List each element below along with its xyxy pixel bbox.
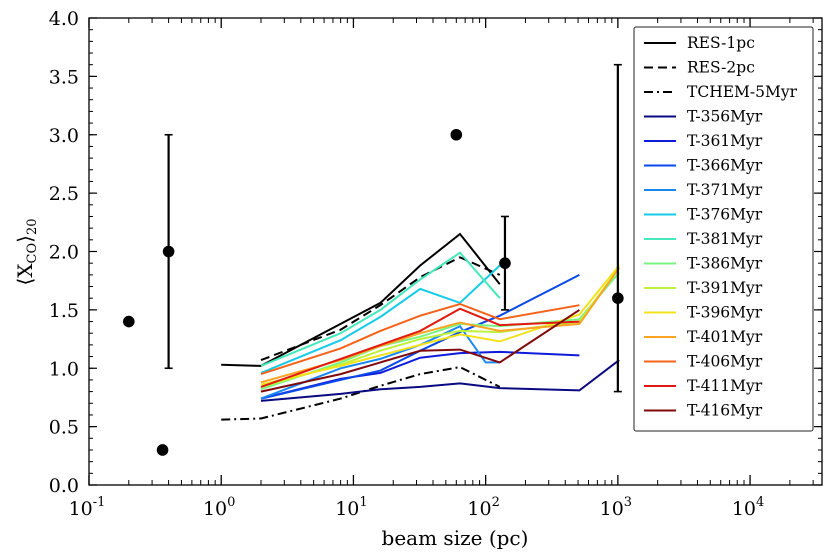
legend-label-tchem-5myr: TCHEM-5Myr: [687, 83, 798, 101]
y-tick-label: 1.0: [49, 358, 79, 380]
legend-label-t-401myr: T-401Myr: [687, 328, 763, 346]
legend-label-t-381myr: T-381Myr: [687, 230, 763, 248]
legend-label-res-1pc: RES-1pc: [687, 34, 755, 52]
legend-label-t-416myr: T-416Myr: [687, 402, 763, 420]
series-line-t-406myr: [260, 302, 580, 376]
y-tick-label: 3.0: [49, 125, 79, 147]
legend-label-t-411myr: T-411Myr: [687, 377, 763, 395]
series-line-t-391myr: [260, 267, 621, 388]
y-tick-label: 0.0: [49, 475, 79, 497]
x-axis-label: beam size (pc): [382, 526, 529, 550]
legend-label-t-396myr: T-396Myr: [687, 304, 763, 322]
legend: RES-1pc RES-2pc TCHEM-5Myr T-356Myr T-361Myr…: [633, 26, 814, 432]
data-point-2: [162, 245, 175, 258]
x-tick-label: 100: [203, 495, 235, 520]
series-line-t-416myr: [260, 309, 580, 393]
series-lines: [221, 232, 621, 421]
series-line-t-381myr: [260, 251, 501, 367]
y-tick-label: 4.0: [49, 8, 79, 30]
legend-label-t-366myr: T-366Myr: [687, 157, 763, 175]
data-point-4: [499, 257, 511, 269]
data-point-3: [450, 128, 463, 141]
data-point-5: [612, 292, 624, 305]
x-tick-label: 104: [732, 495, 764, 520]
data-point-0: [123, 315, 135, 328]
x-tick-label: 101: [335, 495, 367, 520]
x-tick-label: 10-1: [69, 495, 106, 520]
x-tick-label: 103: [600, 495, 632, 520]
series-line-t-361myr: [260, 350, 580, 400]
data-point-1: [156, 444, 169, 456]
series-line-t-411myr: [260, 307, 580, 388]
legend-label-res-2pc: RES-2pc: [687, 59, 755, 77]
y-tick-label: 0.5: [49, 417, 79, 439]
legend-label-t-391myr: T-391Myr: [687, 279, 763, 297]
legend-label-t-376myr: T-376Myr: [687, 206, 763, 224]
legend-label-t-356myr: T-356Myr: [687, 108, 763, 126]
series-line-tchem-5myr: [221, 366, 501, 421]
y-tick-label: 3.5: [49, 66, 79, 88]
y-tick-label: 2.0: [49, 242, 79, 264]
legend-label-t-386myr: T-386Myr: [687, 255, 763, 273]
series-line-t-376myr: [260, 264, 501, 374]
axis-ticks: [88, 17, 822, 486]
legend-label-t-406myr: T-406Myr: [687, 353, 763, 371]
x-tick-label: 102: [467, 495, 499, 520]
legend-label-t-371myr: T-371Myr: [687, 181, 763, 199]
y-tick-label: 1.5: [49, 300, 79, 322]
series-line-t-401myr: [260, 267, 621, 384]
tick-labels: 0.0 0.5 1.0 1.5 2.0 2.5 3.0 3.5 4.0 10-1 100 101 102…: [49, 8, 765, 520]
y-axis-label: ⟨XCO⟩20: [13, 218, 40, 285]
series-line-t-356myr: [260, 359, 620, 402]
series-line-t-386myr: [260, 271, 620, 391]
data-points: [123, 63, 624, 456]
y-tick-label: 2.5: [49, 183, 79, 205]
legend-label-t-361myr: T-361Myr: [687, 132, 763, 150]
legend-box: [633, 26, 814, 432]
plot-frame: [88, 17, 823, 486]
